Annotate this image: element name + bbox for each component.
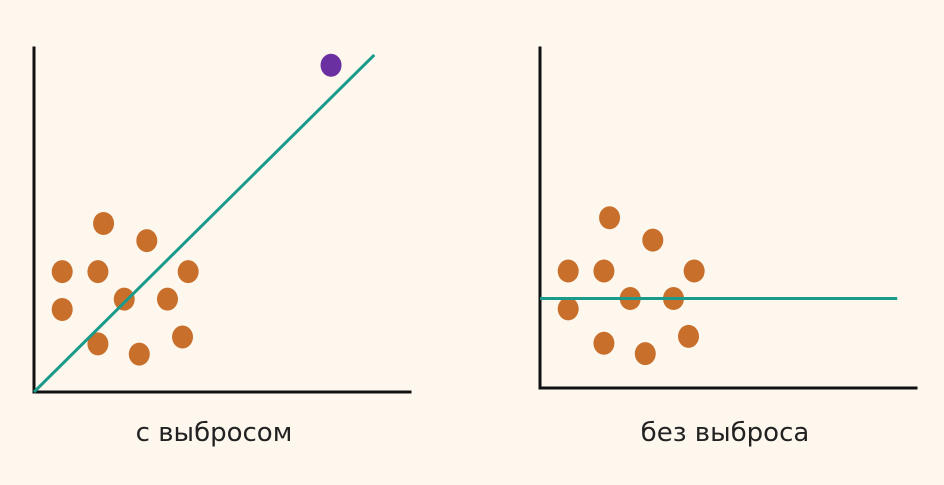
caption-without-outlier: без выброса [640, 418, 810, 448]
data-point [51, 260, 73, 284]
data-point [51, 297, 73, 321]
data-point [557, 297, 579, 321]
data-point [87, 332, 109, 356]
data-point [634, 342, 656, 366]
data-point [177, 260, 199, 284]
data-point [136, 229, 158, 253]
data-point [678, 324, 700, 348]
data-point [642, 228, 664, 252]
data-point [593, 259, 615, 283]
data-point [93, 211, 115, 235]
data-point [87, 260, 109, 284]
regression-line-0 [32, 53, 376, 394]
data-point [172, 325, 194, 349]
data-point [156, 287, 178, 311]
data-point [128, 342, 150, 366]
data-point [557, 259, 579, 283]
caption-with-outlier: с выбросом [135, 418, 293, 448]
outlier-point [320, 53, 342, 77]
data-point [593, 331, 615, 355]
data-point [113, 287, 135, 311]
data-point [683, 259, 705, 283]
data-point [599, 206, 621, 230]
